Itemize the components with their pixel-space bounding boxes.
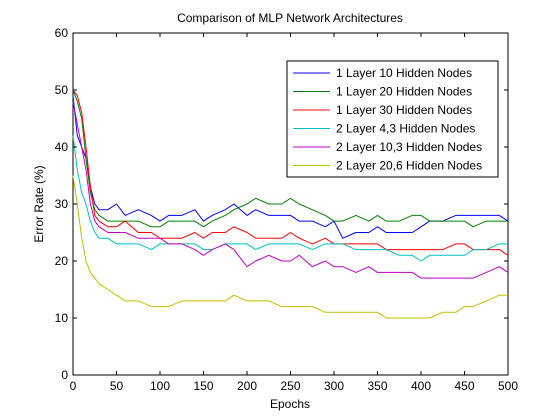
series-line-4: [72, 135, 508, 262]
series-line-5: [72, 101, 509, 279]
x-tick-label: 50: [110, 379, 124, 393]
y-tick-label: 60: [55, 26, 69, 40]
y-tick-label: 30: [55, 197, 69, 211]
legend-label-2: 1 Layer 20 Hidden Nodes: [336, 85, 472, 99]
legend-label-1: 1 Layer 10 Hidden Nodes: [336, 66, 472, 80]
x-tick-label: 500: [498, 379, 518, 393]
x-tick-label: 0: [70, 379, 77, 393]
legend-label-6: 2 Layer 20,6 Hidden Nodes: [336, 159, 482, 173]
x-tick-label: 350: [367, 379, 387, 393]
x-tick-label: 200: [237, 379, 257, 393]
x-tick-label: 400: [411, 379, 431, 393]
legend-label-3: 1 Layer 30 Hidden Nodes: [336, 103, 472, 117]
series-line-3: [72, 89, 509, 256]
series-group: [72, 89, 509, 319]
legend-label-5: 2 Layer 10,3 Hidden Nodes: [336, 140, 482, 154]
y-axis-label: Error Rate (%): [32, 165, 46, 242]
x-tick-label: 250: [280, 379, 300, 393]
series-line-1: [72, 95, 509, 239]
legend: 1 Layer 10 Hidden Nodes 1 Layer 20 Hidden…: [286, 60, 499, 178]
y-tick-label: 50: [55, 83, 69, 97]
x-tick-label: 450: [454, 379, 474, 393]
x-axis-label: Epochs: [270, 397, 310, 411]
legend-items: 1 Layer 10 Hidden Nodes 1 Layer 20 Hidden…: [293, 66, 482, 173]
ticks-group: 0 50 100 150 200 250 300 350 400 450 500 0 10 20 30 40 5…: [55, 26, 519, 393]
y-tick-label: 40: [55, 140, 69, 154]
series-line-6: [72, 175, 508, 319]
chart-title: Comparison of MLP Network Architectures: [177, 11, 403, 25]
series-line-2: [72, 89, 508, 228]
y-tick-label: 20: [55, 254, 69, 268]
legend-label-4: 2 Layer 4,3 Hidden Nodes: [336, 122, 475, 136]
x-tick-label: 150: [193, 379, 213, 393]
x-tick-label: 300: [324, 379, 344, 393]
y-tick-label: 10: [55, 311, 69, 325]
legend-box: [286, 60, 499, 178]
y-tick-label: 0: [61, 368, 68, 382]
x-tick-label: 100: [150, 379, 170, 393]
